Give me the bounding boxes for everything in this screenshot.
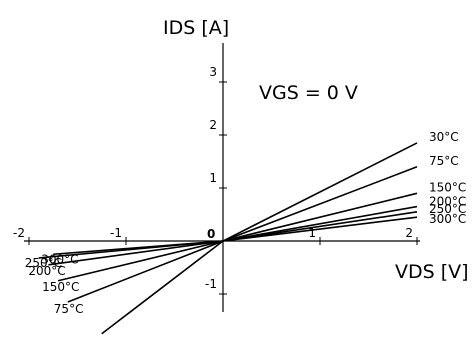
x-axis-title: VDS [V] <box>395 261 469 283</box>
series-label-left: 75°C <box>54 302 84 316</box>
x-tick-label: -1 <box>110 226 122 240</box>
series-label-right: 30°C <box>429 130 459 144</box>
series-label-left: 250°C <box>25 256 62 270</box>
x-tick-label: -2 <box>13 226 25 240</box>
y-tick-label: 1 <box>209 171 217 185</box>
series-label-left: 150°C <box>42 280 79 294</box>
series-line-5 <box>53 216 418 256</box>
origin-label: 0 <box>207 227 215 241</box>
series-label-right: 150°C <box>429 180 466 194</box>
vgs-annotation: VGS = 0 V <box>259 82 358 104</box>
series-label-left: 30°C <box>86 339 116 340</box>
x-tick-label: 2 <box>405 226 413 240</box>
series-label-right: 250°C <box>429 202 466 216</box>
y-tick-label: -1 <box>205 277 217 291</box>
series-label-right: 300°C <box>429 212 466 226</box>
y-tick-label: 3 <box>209 65 217 79</box>
y-axis-title: IDS [A] <box>163 17 229 39</box>
y-tick-label: 2 <box>209 118 217 132</box>
series-label-right: 200°C <box>429 195 466 209</box>
series-label-left: 200°C <box>28 264 65 278</box>
series-line-0 <box>101 142 418 335</box>
series-label-left: 300°C <box>41 252 78 266</box>
series-label-right: 75°C <box>429 154 459 168</box>
x-tick-label: 1 <box>308 226 316 240</box>
